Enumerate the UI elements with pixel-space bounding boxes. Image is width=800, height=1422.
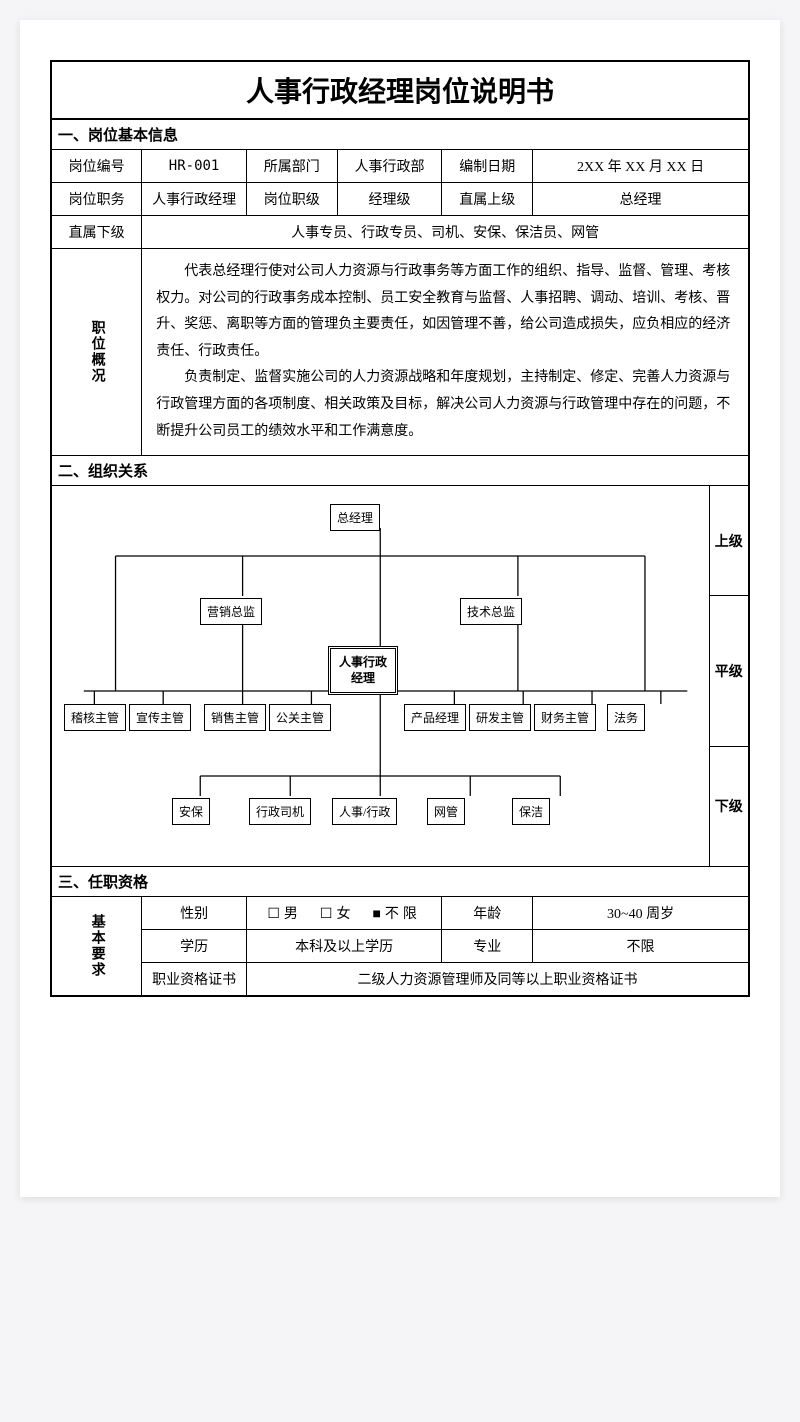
overview-p1: 代表总经理行使对公司人力资源与行政事务等方面工作的组织、指导、监督、管理、考核权… [156, 259, 734, 365]
overview-row: 职位概况 代表总经理行使对公司人力资源与行政事务等方面工作的组织、指导、监督、管… [51, 249, 749, 456]
node-sub-4: 网管 [427, 798, 465, 825]
section3-header: 三、任职资格 [51, 867, 749, 897]
node-sub-1: 安保 [172, 798, 210, 825]
node-sub-5: 保洁 [512, 798, 550, 825]
value-cert: 二级人力资源管理师及同等以上职业资格证书 [246, 963, 749, 997]
section1-header: 一、岗位基本信息 [51, 119, 749, 150]
label-major: 专业 [442, 930, 533, 963]
value-position-id: HR-001 [142, 150, 247, 183]
document-title: 人事行政经理岗位说明书 [50, 60, 750, 118]
node-peer-3: 销售主管 [204, 704, 266, 731]
value-supervisor: 总经理 [533, 183, 749, 216]
node-peer-1: 稽核主管 [64, 704, 126, 731]
req-row-1: 基本要求 性别 ☐男 ☐女 ■不限 年龄 30~40 周岁 [51, 897, 749, 930]
value-gender: ☐男 ☐女 ■不限 [246, 897, 441, 930]
overview-p2: 负责制定、监督实施公司的人力资源战略和年度规划，主持制定、修定、完善人力资源与行… [156, 365, 734, 445]
value-subordinate: 人事专员、行政专员、司机、安保、保洁员、网管 [142, 216, 749, 249]
value-department: 人事行政部 [337, 150, 442, 183]
req-row-3: 职业资格证书 二级人力资源管理师及同等以上职业资格证书 [51, 963, 749, 997]
overview-text: 代表总经理行使对公司人力资源与行政事务等方面工作的组织、指导、监督、管理、考核权… [142, 249, 749, 456]
label-department: 所属部门 [246, 150, 337, 183]
node-sub-3: 人事/行政 [332, 798, 397, 825]
label-subordinate: 直属下级 [51, 216, 142, 249]
node-peer-8: 法务 [607, 704, 645, 731]
label-position-id: 岗位编号 [51, 150, 142, 183]
info-row-3: 直属下级 人事专员、行政专员、司机、安保、保洁员、网管 [51, 216, 749, 249]
node-peer-2: 宣传主管 [129, 704, 191, 731]
node-peer-6: 研发主管 [469, 704, 531, 731]
node-gm: 总经理 [330, 504, 380, 531]
label-level-peer: 平级 [709, 596, 749, 746]
value-position-title: 人事行政经理 [142, 183, 247, 216]
document-page: 人事行政经理岗位说明书 一、岗位基本信息 岗位编号 HR-001 所属部门 人事… [20, 20, 780, 1197]
label-supervisor: 直属上级 [442, 183, 533, 216]
value-date: 2XX 年 XX 月 XX 日 [533, 150, 749, 183]
info-row-2: 岗位职务 人事行政经理 岗位职级 经理级 直属上级 总经理 [51, 183, 749, 216]
node-marketing-dir: 营销总监 [200, 598, 262, 625]
label-education: 学历 [142, 930, 247, 963]
label-gender: 性别 [142, 897, 247, 930]
label-date: 编制日期 [442, 150, 533, 183]
label-age: 年龄 [442, 897, 533, 930]
node-peer-4: 公关主管 [269, 704, 331, 731]
info-row-1: 岗位编号 HR-001 所属部门 人事行政部 编制日期 2XX 年 XX 月 X… [51, 150, 749, 183]
section2-header: 二、组织关系 [51, 456, 749, 486]
value-age: 30~40 周岁 [533, 897, 749, 930]
value-major: 不限 [533, 930, 749, 963]
label-level-lower: 下级 [709, 746, 749, 866]
label-cert: 职业资格证书 [142, 963, 247, 997]
node-peer-5: 产品经理 [404, 704, 466, 731]
value-position-level: 经理级 [337, 183, 442, 216]
node-center: 人事行政经理 [328, 646, 398, 695]
label-position-level: 岗位职级 [246, 183, 337, 216]
overview-label: 职位概况 [51, 249, 142, 456]
req-row-2: 学历 本科及以上学历 专业 不限 [51, 930, 749, 963]
value-education: 本科及以上学历 [246, 930, 441, 963]
req-label: 基本要求 [51, 897, 142, 997]
label-level-upper: 上级 [709, 486, 749, 596]
label-position-title: 岗位职务 [51, 183, 142, 216]
org-chart: 总经理 营销总监 技术总监 人事行政经理 稽核主管 宣传主管 销售主管 公关主管… [52, 486, 709, 866]
org-row: 总经理 营销总监 技术总监 人事行政经理 稽核主管 宣传主管 销售主管 公关主管… [51, 486, 749, 596]
node-peer-7: 财务主管 [534, 704, 596, 731]
main-table: 一、岗位基本信息 岗位编号 HR-001 所属部门 人事行政部 编制日期 2XX… [50, 118, 750, 997]
node-tech-dir: 技术总监 [460, 598, 522, 625]
node-sub-2: 行政司机 [249, 798, 311, 825]
